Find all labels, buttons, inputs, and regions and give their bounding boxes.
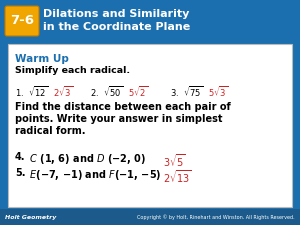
Text: $2\sqrt{13}$: $2\sqrt{13}$ — [163, 168, 192, 185]
Text: 3.  $\sqrt{75}$: 3. $\sqrt{75}$ — [170, 84, 203, 99]
Bar — [0, 209, 300, 225]
Bar — [8, 44, 292, 207]
Text: Warm Up: Warm Up — [15, 54, 69, 64]
Text: Copyright © by Holt, Rinehart and Winston. All Rights Reserved.: Copyright © by Holt, Rinehart and Winsto… — [137, 214, 295, 220]
Text: 4.: 4. — [15, 152, 26, 162]
Text: 7-6: 7-6 — [10, 14, 34, 27]
Text: 2.  $\sqrt{50}$: 2. $\sqrt{50}$ — [90, 84, 123, 99]
Bar — [0, 0, 300, 42]
Text: 5.: 5. — [15, 168, 26, 178]
Text: Simplify each radical.: Simplify each radical. — [15, 66, 130, 75]
Text: Dilations and Similarity: Dilations and Similarity — [43, 9, 189, 19]
Text: $C$ (1, 6) and $D$ (−2, 0): $C$ (1, 6) and $D$ (−2, 0) — [26, 152, 146, 166]
Text: 1.  $\sqrt{12}$: 1. $\sqrt{12}$ — [15, 84, 48, 99]
Text: Find the distance between each pair of: Find the distance between each pair of — [15, 102, 231, 112]
Text: $5\sqrt{3}$: $5\sqrt{3}$ — [208, 84, 228, 99]
Text: $5\sqrt{2}$: $5\sqrt{2}$ — [128, 84, 148, 99]
Text: points. Write your answer in simplest: points. Write your answer in simplest — [15, 114, 223, 124]
Text: $2\sqrt{3}$: $2\sqrt{3}$ — [53, 84, 73, 99]
FancyBboxPatch shape — [5, 6, 39, 36]
Text: in the Coordinate Plane: in the Coordinate Plane — [43, 22, 190, 32]
Text: $3\sqrt{5}$: $3\sqrt{5}$ — [163, 152, 186, 169]
Text: radical form.: radical form. — [15, 126, 86, 136]
Text: Holt Geometry: Holt Geometry — [5, 214, 56, 220]
Text: $E$(−7, −1) and $F$(−1, −5): $E$(−7, −1) and $F$(−1, −5) — [26, 168, 161, 182]
